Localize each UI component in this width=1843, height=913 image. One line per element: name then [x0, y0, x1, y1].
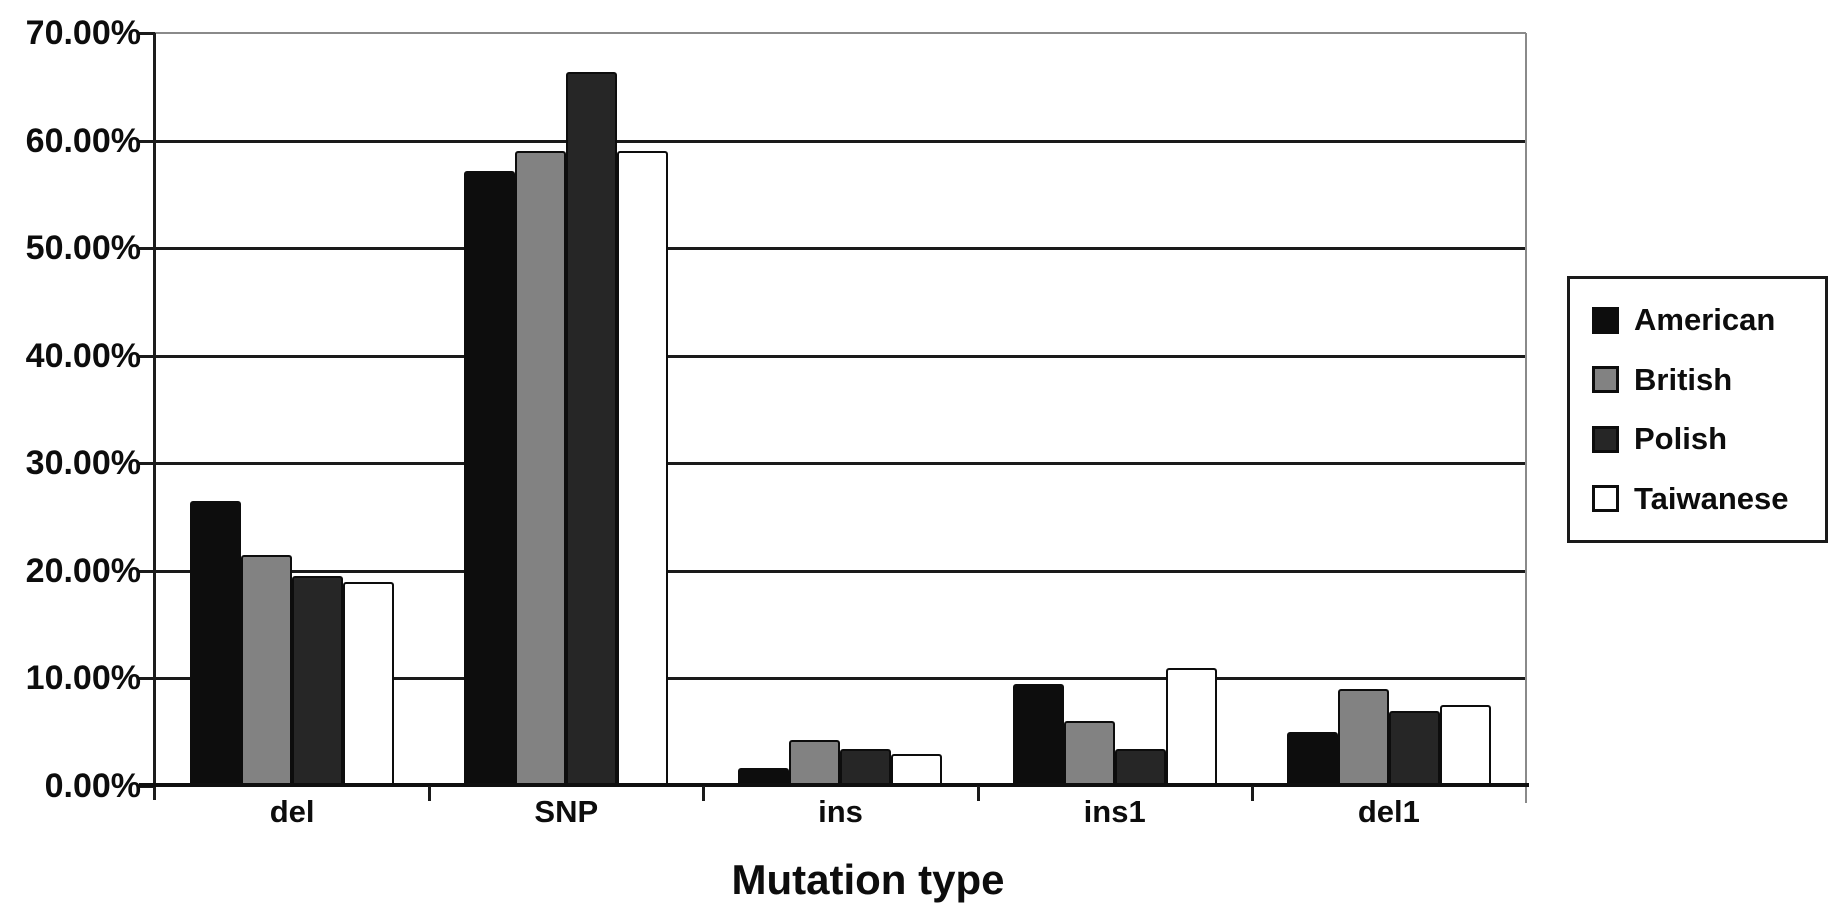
legend-label-polish: Polish [1634, 421, 1728, 457]
y-axis-label-20.00: 20.00% [25, 551, 141, 590]
bar-british-ins1 [1063, 721, 1115, 786]
legend-item-polish: Polish [1592, 421, 1825, 457]
bar-group-del1 [1252, 33, 1526, 786]
bar-british-snp [515, 151, 567, 786]
legend-swatch-taiwanese [1592, 485, 1619, 513]
y-tick [139, 569, 155, 573]
gridline-20.00 [155, 569, 1526, 573]
x-tick [702, 786, 706, 801]
gridline-40.00 [155, 354, 1526, 358]
legend-item-american: American [1592, 302, 1825, 338]
bar-american-ins1 [1012, 683, 1064, 786]
bar-polish-del1 [1388, 710, 1440, 786]
x-axis-label-del1: del1 [1357, 794, 1420, 829]
bar-taiwanese-ins [891, 753, 943, 786]
bar-american-snp [464, 170, 516, 786]
legend-item-british: British [1592, 362, 1825, 398]
gridline-70.00 [155, 32, 1526, 34]
legend-label-british: British [1634, 361, 1733, 397]
y-tick [139, 677, 155, 681]
legend-swatch-polish [1592, 425, 1619, 453]
bar-taiwanese-del [343, 581, 395, 786]
legend-swatch-british [1592, 366, 1619, 394]
y-tick [139, 354, 155, 358]
plot-area [139, 32, 1526, 788]
bar-group-snp [429, 33, 703, 786]
y-axis-label-70.00: 70.00% [25, 14, 141, 52]
y-axis-label-40.00: 40.00% [25, 336, 141, 375]
y-axis-label-0.00: 0.00% [44, 767, 141, 805]
legend: American British Polish Taiwanese [1567, 276, 1828, 543]
x-tick [1250, 786, 1254, 801]
bar-polish-snp [566, 71, 618, 786]
bar-taiwanese-ins1 [1165, 667, 1217, 786]
bar-group-ins1 [978, 33, 1252, 786]
bar-taiwanese-del1 [1439, 705, 1491, 786]
y-tick [139, 462, 155, 466]
x-axis-line [139, 783, 1529, 787]
bar-american-del1 [1286, 732, 1338, 786]
x-tick [428, 786, 432, 801]
legend-label-american: American [1634, 302, 1776, 338]
y-axis-line [153, 33, 156, 800]
bar-polish-ins [840, 749, 892, 786]
gridline-10.00 [155, 677, 1526, 681]
bar-group-del [155, 33, 429, 786]
y-axis-label-10.00: 10.00% [25, 659, 141, 698]
bar-british-del [241, 554, 293, 786]
y-axis-label-30.00: 30.00% [25, 444, 141, 483]
bar-british-del1 [1337, 689, 1389, 786]
x-axis-label-del: del [269, 794, 315, 829]
bar-british-ins [789, 739, 841, 786]
bar-group-ins [703, 33, 977, 786]
bar-american-del [190, 500, 242, 786]
bar-polish-del [292, 576, 344, 786]
y-axis-label-60.00: 60.00% [25, 121, 141, 160]
y-tick [139, 247, 155, 251]
gridline-30.00 [155, 462, 1526, 466]
x-axis-title: Mutation type [731, 856, 1005, 903]
plot-frame-right [1525, 33, 1527, 803]
y-tick [139, 139, 155, 143]
x-axis-label-ins: ins [818, 794, 863, 829]
x-axis-label-snp: SNP [534, 794, 599, 829]
bar-polish-ins1 [1114, 749, 1166, 786]
y-axis-label-50.00: 50.00% [25, 229, 141, 268]
x-tick [976, 786, 980, 801]
gridline-50.00 [155, 247, 1526, 251]
bar-american-ins [738, 767, 790, 786]
gridline-60.00 [155, 139, 1526, 143]
legend-label-taiwanese: Taiwanese [1634, 480, 1789, 516]
y-tick [139, 32, 155, 35]
legend-swatch-american [1592, 306, 1619, 334]
bar-taiwanese-snp [617, 151, 669, 786]
x-axis-label-ins1: ins1 [1083, 794, 1146, 829]
legend-item-taiwanese: Taiwanese [1592, 481, 1825, 517]
